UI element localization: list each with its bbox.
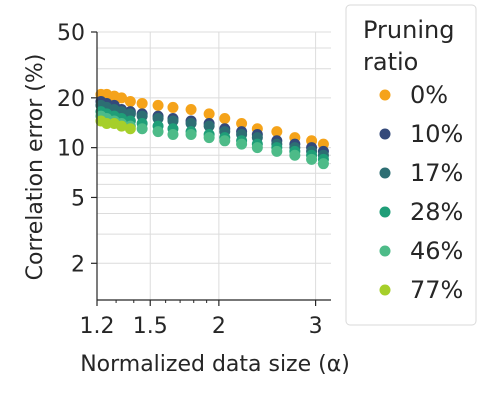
x-axis-label: Normalized data size (α) (80, 352, 350, 377)
legend-items: 0% 10% 17% 28% 46% 77% (379, 81, 463, 304)
x-ticks: 1.2 1.5 2 3 (80, 300, 323, 339)
data-point (219, 113, 231, 125)
legend-marker (379, 167, 391, 179)
data-point (236, 117, 248, 129)
data-point (203, 108, 215, 120)
data-point (271, 126, 283, 138)
y-tick-label: 50 (57, 21, 85, 46)
data-points (95, 88, 329, 170)
legend-marker (379, 128, 391, 140)
data-point (185, 117, 197, 129)
legend-marker (379, 284, 391, 296)
data-point (167, 115, 179, 127)
x-tick-label: 1.2 (80, 314, 115, 339)
data-point (136, 97, 148, 109)
legend-label: 46% (410, 237, 463, 265)
legend-title: Pruning (363, 16, 454, 44)
y-tick-label: 20 (57, 87, 85, 112)
x-tick-label: 2 (212, 314, 226, 339)
data-point (136, 123, 148, 135)
y-ticks: 2 5 10 20 50 (57, 21, 97, 277)
data-point (317, 158, 329, 170)
y-tick-label: 2 (71, 252, 85, 277)
data-point (289, 149, 301, 161)
x-tick-label: 1.5 (133, 314, 168, 339)
data-point (124, 123, 136, 135)
data-point (152, 113, 164, 125)
legend-marker (379, 245, 391, 257)
data-point (116, 92, 128, 104)
legend-marker (379, 206, 391, 218)
legend-label: 77% (410, 276, 463, 304)
data-point (101, 117, 113, 129)
data-point (251, 142, 263, 154)
data-point (271, 145, 283, 157)
legend-marker (379, 89, 391, 101)
axes (96, 32, 331, 301)
y-axis-label: Correlation error (%) (23, 54, 48, 281)
data-point (152, 99, 164, 111)
legend-label: 28% (410, 198, 463, 226)
data-point (185, 104, 197, 116)
legend-title: ratio (363, 48, 418, 76)
data-point (116, 120, 128, 132)
data-point (167, 129, 179, 141)
legend-frame (345, 4, 477, 326)
data-point (203, 132, 215, 144)
legend-label: 17% (410, 159, 463, 187)
data-point (306, 153, 318, 165)
y-tick-label: 10 (57, 137, 85, 162)
data-point (167, 101, 179, 113)
legend: Pruning ratio 0% 10% 17% 28% 46% 77% (345, 4, 477, 326)
data-point (219, 135, 231, 147)
y-tick-label: 5 (71, 186, 85, 211)
data-point (236, 138, 248, 150)
legend-label: 0% (410, 81, 448, 109)
x-tick-label: 3 (309, 314, 323, 339)
data-point (152, 126, 164, 138)
legend-label: 10% (410, 120, 463, 148)
data-point (203, 120, 215, 132)
data-point (124, 96, 136, 108)
grid (96, 31, 331, 300)
data-point (185, 129, 197, 141)
